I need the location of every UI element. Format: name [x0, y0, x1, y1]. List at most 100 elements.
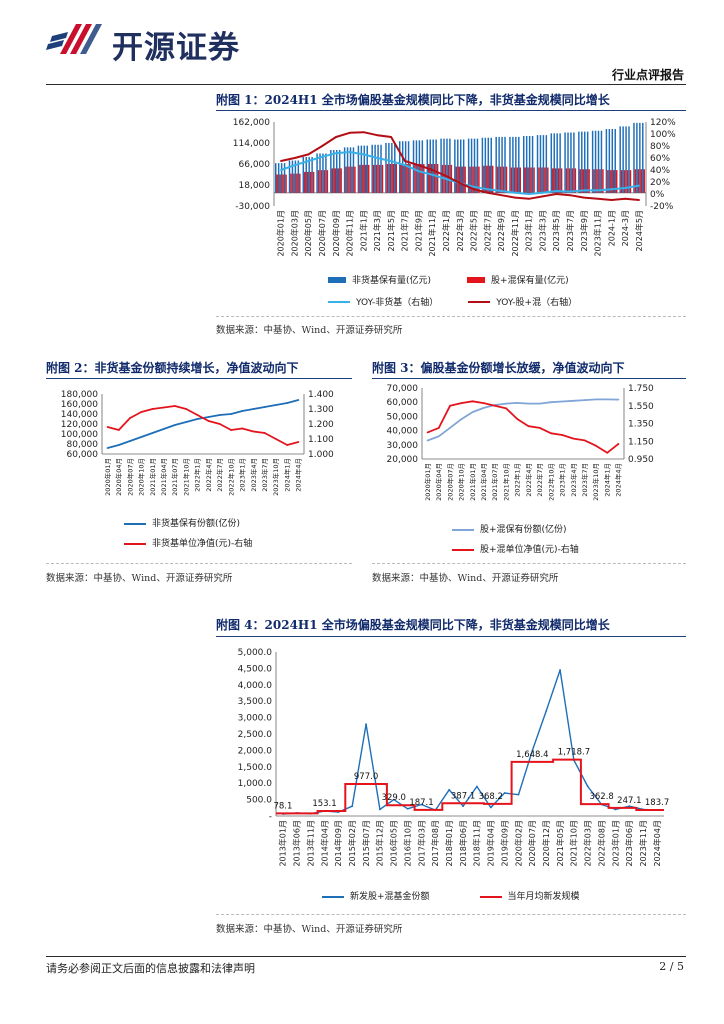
fig1-bar-nonmoney	[564, 132, 566, 193]
fig1-bar-equity	[359, 164, 361, 193]
fig1-bar-nonmoney	[553, 133, 555, 193]
fig4-line-newshares-point	[503, 792, 506, 794]
fig1-line-yoy-nonmoney-point	[569, 190, 572, 193]
fig1-bar-equity	[585, 169, 587, 193]
fig1-bar-nonmoney	[394, 143, 396, 193]
fig4-legend-item-1: 新发股+混基金份额	[322, 889, 430, 902]
fig3-line-shares-point	[572, 399, 575, 402]
fig1-bar-equity	[331, 168, 334, 193]
y-right-tick-label: 1.550	[628, 402, 654, 412]
fig3-line-shares-point	[460, 418, 463, 421]
fig1-line-yoy-equity-point	[569, 194, 572, 197]
x-tick-label: 2021年9月	[413, 210, 423, 251]
fig1-bar-nonmoney	[504, 136, 506, 193]
x-tick-label: 2014年09月	[333, 820, 343, 867]
x-tick-label: 2020年07月	[317, 210, 327, 257]
fig1-bar-nonmoney	[559, 133, 561, 193]
x-tick-label: 2020年02月	[513, 820, 523, 867]
fig1-line-yoy-nonmoney-point	[445, 178, 448, 180]
fig1-bar-nonmoney	[614, 129, 616, 193]
fig3-line-nav-point	[527, 425, 530, 428]
x-tick-label: 2024年4月	[614, 463, 623, 497]
fig1-line-yoy-equity-point	[376, 134, 379, 137]
fig1-line-yoy-equity-point	[335, 136, 337, 138]
fig1-bar-equity	[409, 164, 411, 193]
x-tick-label: 2020年05月	[303, 210, 313, 257]
fig1-bar-equity	[386, 164, 389, 193]
fig1-bar-nonmoney	[399, 141, 401, 193]
fig2-line-shares-point	[286, 402, 289, 404]
fig3-line-nav-point	[482, 402, 485, 404]
fig2-line-nav-point	[207, 420, 210, 422]
fig1-bar-equity	[365, 164, 367, 193]
fig1-bar-equity	[392, 164, 395, 193]
fig1-bar-nonmoney	[311, 157, 313, 193]
fig1-bar-equity	[317, 170, 320, 193]
fig1-line-yoy-equity-point	[293, 157, 296, 159]
y-left-tick-label: 114,000	[233, 139, 270, 149]
x-tick-label: 2018年06月	[458, 820, 468, 867]
fig1-line-yoy-nonmoney-point	[293, 164, 296, 167]
fig1-bar-nonmoney	[305, 157, 307, 193]
fig1-legend: 非货基保有量(亿元) 股+混保有量(亿元) YOY-非货基（右轴） YOY-股+…	[328, 270, 628, 310]
fig1-line-yoy-nonmoney-point	[348, 151, 351, 153]
fig1-bar-equity	[519, 167, 521, 193]
fig3-line-nav-point	[538, 427, 541, 429]
fig1-bar-equity	[345, 166, 347, 193]
fig3-line-shares-point	[561, 400, 564, 403]
fig2-line-shares-point	[106, 447, 109, 449]
fig3-line-shares-point	[516, 402, 519, 404]
fig1-bar-equity	[403, 164, 405, 193]
fig1-bar-nonmoney	[518, 136, 520, 193]
x-tick-label: 2021年3月	[372, 210, 382, 251]
fig1-bar-nonmoney	[443, 138, 445, 193]
fig1-bar-equity	[596, 169, 598, 193]
fig1-bar-nonmoney	[440, 138, 442, 193]
y-left-tick-label: 20,000	[387, 455, 419, 465]
fig1-line-yoy-nonmoney-point	[307, 160, 310, 162]
fig1-bar-equity	[417, 164, 419, 193]
fig3-line-shares-point	[595, 398, 597, 401]
fig3-line-nav-point	[516, 418, 519, 420]
fig3-line-nav-point	[595, 444, 597, 447]
fig4-line-newshares-point	[489, 806, 492, 809]
fig1-bar-nonmoney	[556, 133, 558, 193]
x-tick-label: 2023年9月	[579, 210, 589, 251]
fig1-line-yoy-nonmoney-point	[596, 189, 599, 192]
fig3-title: 附图 3：偏股基金份额增长放缓，净值波动向下	[372, 361, 625, 375]
fig1-bar-nonmoney	[528, 136, 531, 193]
fig2-line-nav-point	[297, 441, 300, 443]
fig1-chart: 162,000 114,000 66,000 18,000 -30,000 120% 100…	[233, 118, 676, 257]
fig2-line-shares-point	[275, 404, 277, 406]
fig3-line-nav-point	[505, 407, 508, 410]
fig4-line-newshares-point	[559, 669, 561, 671]
fig3-source: 数据来源：中基协、Wind、开源证券研究所	[372, 573, 559, 584]
fig4-line-newshares-point	[420, 803, 423, 806]
x-tick-label: 2021年1月	[358, 210, 368, 251]
footer-rule	[46, 956, 686, 957]
fig1-line-yoy-equity-point	[279, 160, 282, 162]
fig1-bar-nonmoney	[591, 130, 594, 193]
fig4-data-label: 1,648.4	[516, 750, 548, 760]
fig1-line-yoy-nonmoney-point	[362, 153, 365, 156]
x-tick-label: 2020年01月	[423, 463, 432, 501]
x-tick-label: 2023年06月	[624, 820, 634, 867]
fig1-bar-nonmoney	[294, 160, 297, 193]
fig1-bar-equity	[565, 168, 568, 193]
fig1-bar-equity	[588, 169, 590, 193]
fig1-bar-equity	[461, 166, 463, 193]
y-right-tick-label: 1.300	[308, 405, 334, 415]
fig1-bar-nonmoney	[322, 153, 324, 193]
fig1-bar-equity	[469, 166, 471, 193]
fig2-line-nav-point	[263, 432, 266, 434]
fig4-data-label: 368.2	[479, 792, 503, 802]
x-tick-label: 2023年1月	[558, 463, 567, 497]
fig1-bar-nonmoney	[611, 129, 614, 193]
y-left-tick-label: 162,000	[233, 118, 270, 128]
x-tick-label: 2022年5月	[469, 210, 479, 251]
y-left-tick-label: 70,000	[387, 384, 419, 394]
fig3-line-shares-point	[606, 398, 609, 401]
fig1-bar-equity	[293, 173, 295, 193]
fig1-bar-nonmoney	[302, 157, 305, 193]
fig1-bar-nonmoney	[412, 140, 415, 193]
